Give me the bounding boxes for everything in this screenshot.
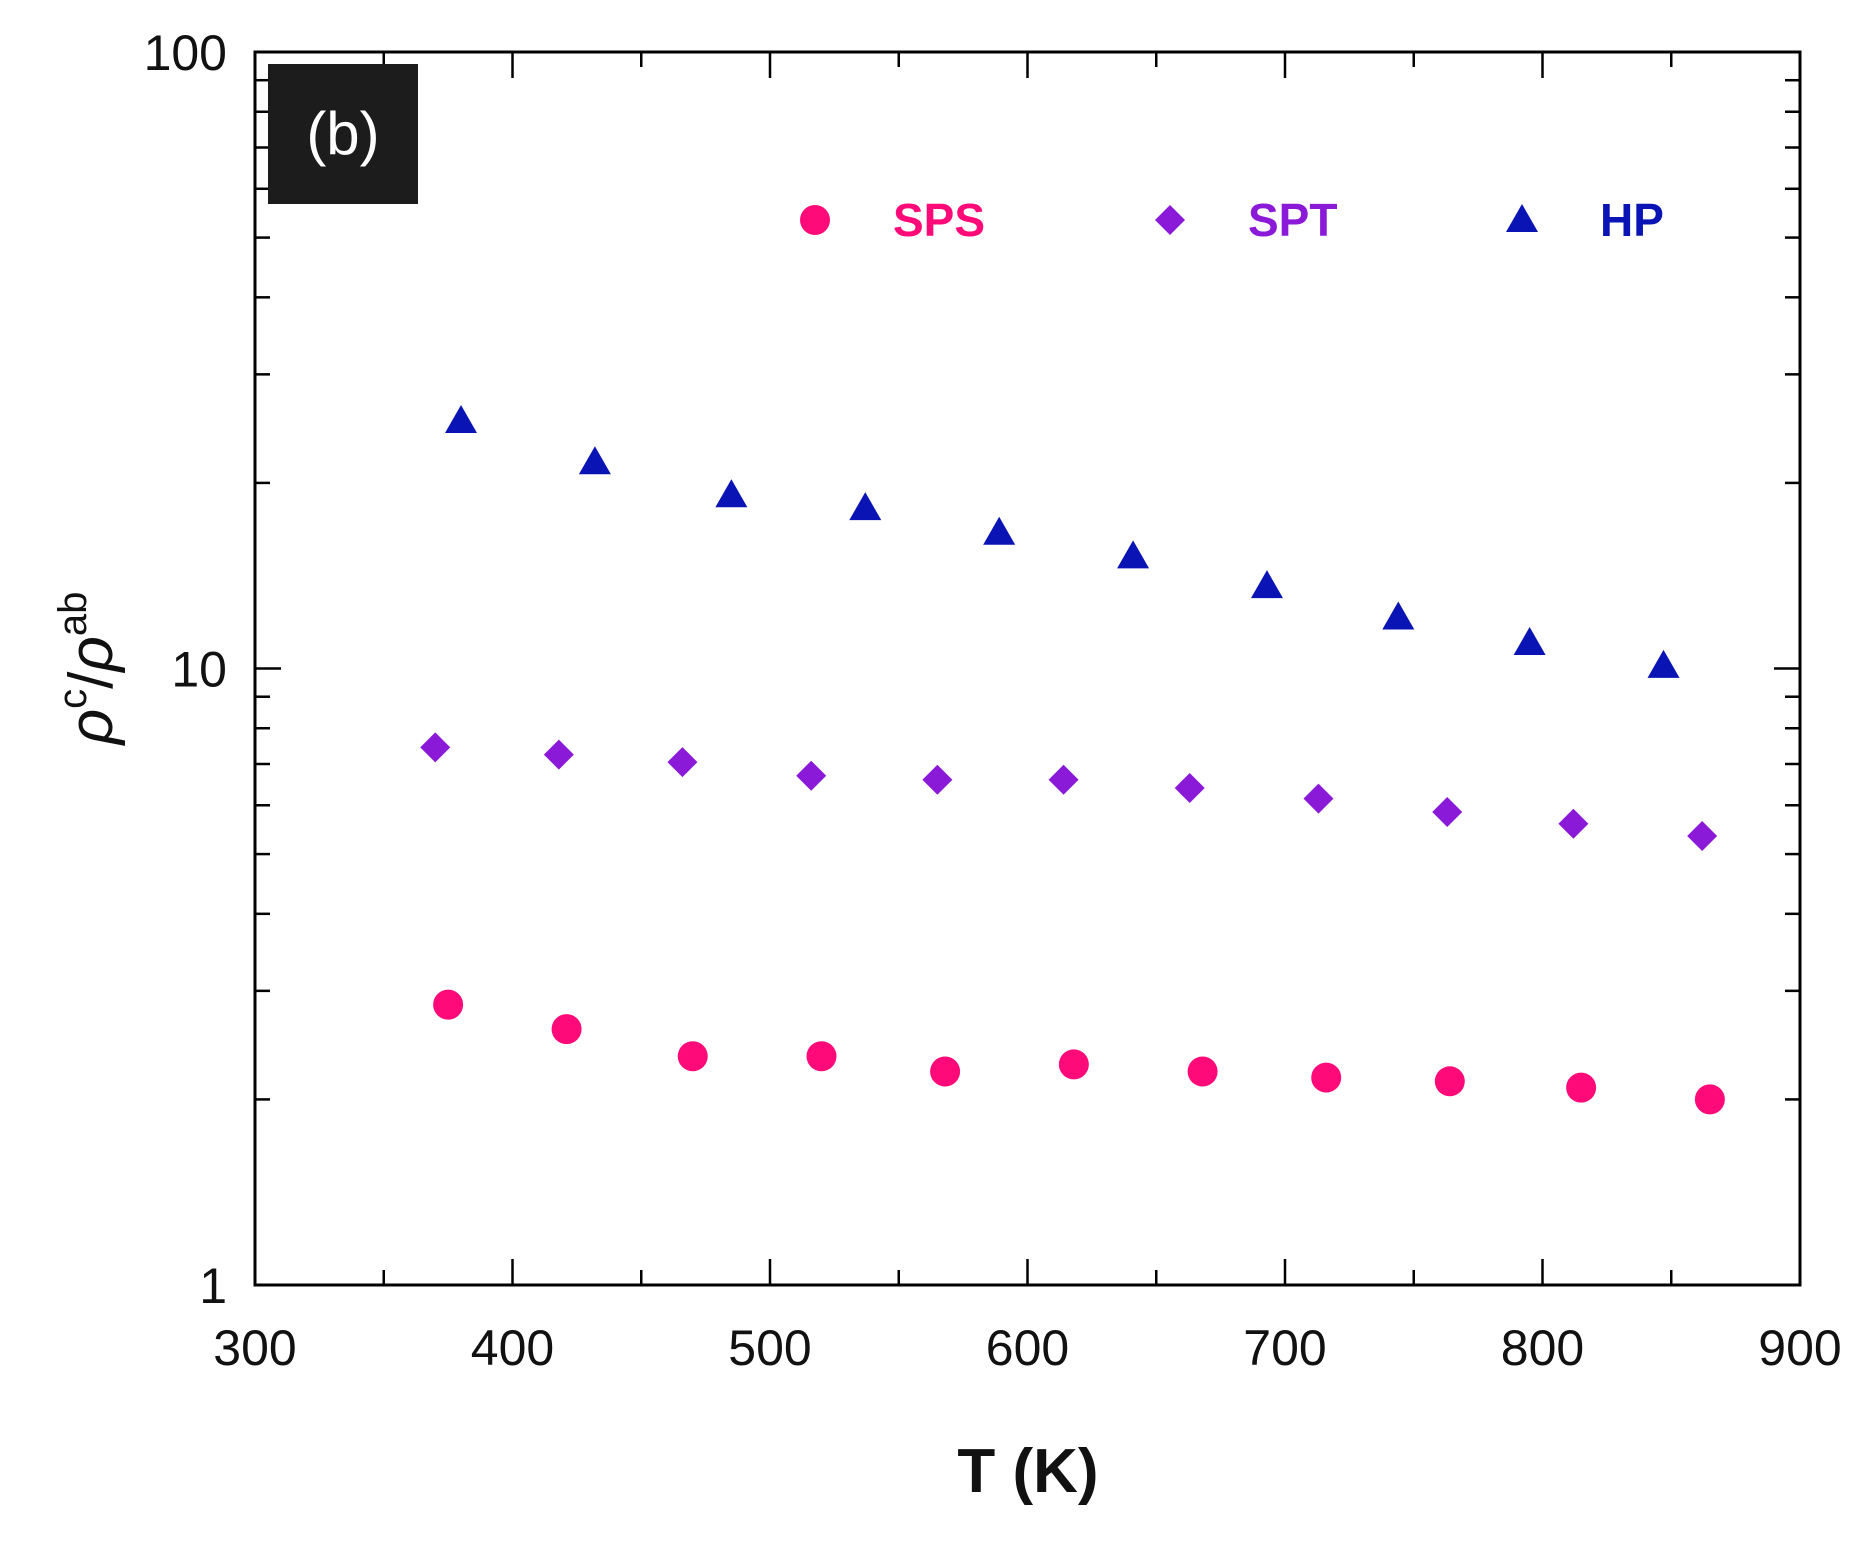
sps-point bbox=[1434, 1066, 1465, 1097]
y-axis-sup-c: c bbox=[51, 689, 95, 709]
legend-label-spt: SPT bbox=[1248, 194, 1337, 246]
x-tick-label: 800 bbox=[1501, 1320, 1584, 1376]
legend-marker-sps bbox=[800, 205, 830, 235]
sps-point bbox=[433, 989, 464, 1020]
hp-point bbox=[1647, 649, 1680, 678]
legend-marker-hp bbox=[1506, 204, 1538, 232]
sps-point bbox=[1311, 1062, 1342, 1093]
legend-label-hp: HP bbox=[1600, 194, 1664, 246]
spt-point bbox=[922, 764, 953, 795]
x-tick-label: 700 bbox=[1243, 1320, 1326, 1376]
sps-point bbox=[1058, 1049, 1089, 1080]
series-sps bbox=[433, 989, 1725, 1115]
spt-point bbox=[1048, 764, 1079, 795]
y-tick-label: 100 bbox=[144, 25, 227, 81]
spt-point bbox=[543, 739, 574, 770]
y-axis-rho-1: ρ bbox=[57, 709, 126, 747]
x-tick-label: 500 bbox=[728, 1320, 811, 1376]
hp-point bbox=[1250, 570, 1283, 599]
x-tick-label: 300 bbox=[213, 1320, 296, 1376]
panel-label: (b) bbox=[306, 100, 379, 167]
spt-point bbox=[1432, 797, 1463, 828]
legend-marker-spt bbox=[1155, 205, 1185, 235]
x-axis-title: T (K) bbox=[957, 1437, 1098, 1506]
y-axis-rho-2: ρ bbox=[57, 636, 126, 674]
hp-point bbox=[1382, 601, 1415, 630]
spt-point bbox=[1687, 820, 1718, 851]
sps-point bbox=[551, 1014, 582, 1045]
spt-point bbox=[667, 747, 698, 778]
legend-label-sps: SPS bbox=[893, 194, 985, 246]
x-tick-label: 600 bbox=[986, 1320, 1069, 1376]
panel-label-box bbox=[268, 64, 418, 204]
sps-point bbox=[930, 1056, 961, 1087]
x-tick-labels: 300 400 500 600 700 800 900 bbox=[213, 1320, 1841, 1376]
spt-point bbox=[1303, 783, 1334, 814]
series-spt bbox=[420, 732, 1718, 851]
series-hp bbox=[445, 405, 1680, 678]
spt-point bbox=[1558, 808, 1589, 839]
hp-point bbox=[715, 479, 748, 508]
sps-point bbox=[806, 1041, 837, 1072]
y-axis-separator: / bbox=[57, 671, 126, 689]
hp-point bbox=[1117, 540, 1150, 569]
y-axis-sup-ab: ab bbox=[51, 592, 95, 637]
legend: SPS SPT HP bbox=[800, 194, 1664, 246]
data-series bbox=[420, 405, 1725, 1115]
hp-point bbox=[1513, 626, 1546, 655]
axis-ticks bbox=[253, 52, 1802, 1287]
svg-text:ρc/ρab: ρc/ρab bbox=[51, 592, 126, 747]
hp-point bbox=[578, 446, 611, 475]
sps-point bbox=[1694, 1084, 1725, 1115]
y-tick-labels: 1 10 100 bbox=[144, 25, 227, 1314]
x-tick-label: 900 bbox=[1758, 1320, 1841, 1376]
spt-point bbox=[1174, 772, 1205, 803]
spt-point bbox=[796, 760, 827, 791]
sps-point bbox=[1187, 1056, 1218, 1087]
hp-point bbox=[445, 405, 477, 434]
spt-point bbox=[420, 732, 451, 763]
y-axis-title: ρc/ρab bbox=[51, 592, 126, 747]
sps-point bbox=[1566, 1072, 1597, 1103]
hp-point bbox=[983, 516, 1016, 545]
plot-area-frame bbox=[253, 50, 1802, 1287]
y-tick-label: 1 bbox=[199, 1258, 227, 1314]
x-tick-label: 400 bbox=[471, 1320, 554, 1376]
hp-point bbox=[849, 492, 882, 521]
y-tick-label: 10 bbox=[171, 642, 227, 698]
sps-point bbox=[677, 1041, 708, 1072]
